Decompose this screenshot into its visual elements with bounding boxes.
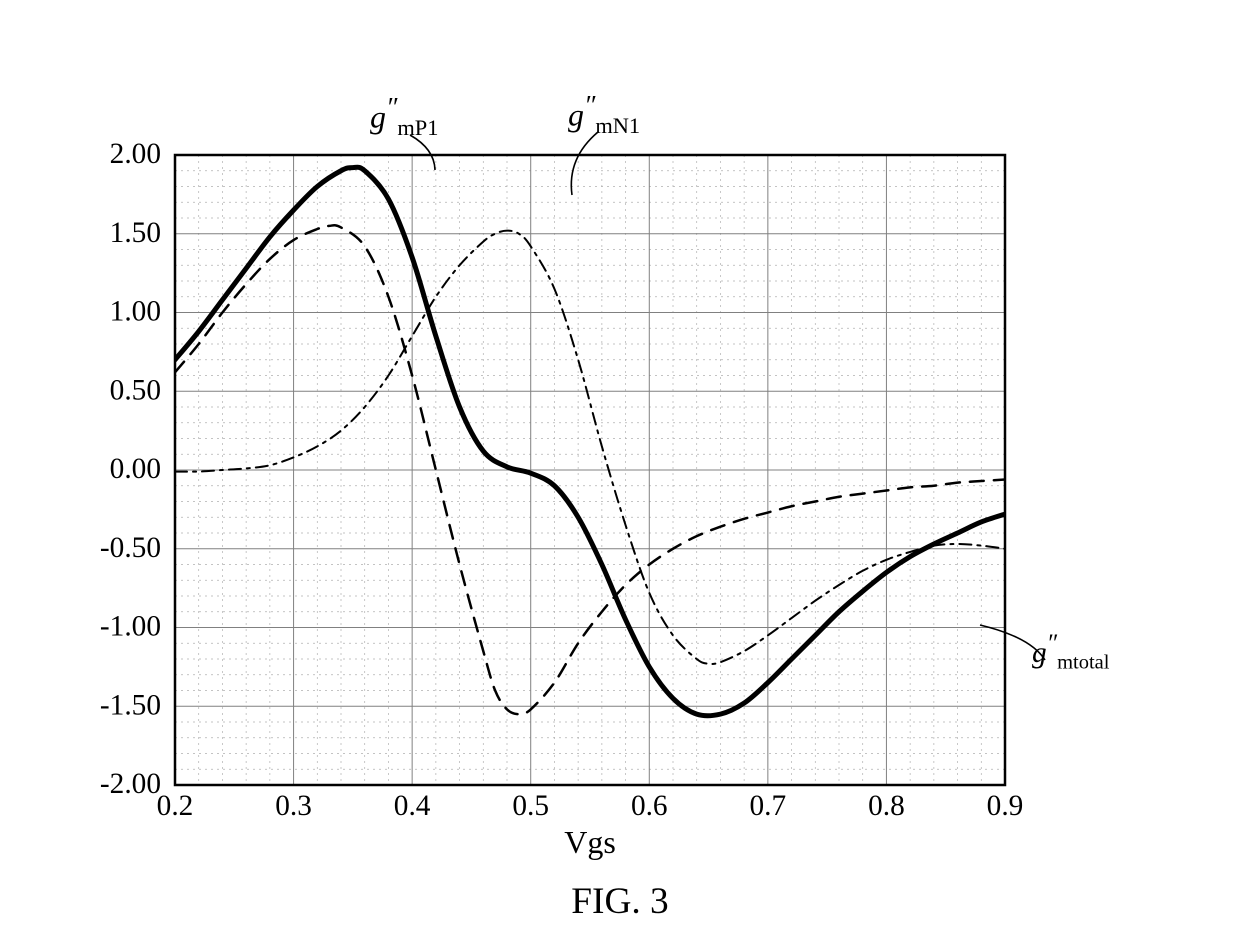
x-tick-label: 0.3	[275, 790, 312, 822]
series-label-primes: ″	[386, 92, 397, 122]
series-label-primes: ″	[584, 90, 595, 120]
y-tick-label: -0.50	[100, 532, 161, 564]
x-tick-label: 0.7	[750, 790, 787, 822]
x-tick-label: 0.9	[987, 790, 1024, 822]
figure-caption: FIG. 3	[0, 880, 1240, 923]
y-tick-label: -2.00	[100, 768, 161, 800]
series-label-base: g	[568, 97, 584, 133]
x-tick-label: 0.4	[394, 790, 431, 822]
y-tick-label: 2.00	[110, 138, 161, 170]
x-tick-label: 0.5	[512, 790, 549, 822]
series-label-gmtotal: g″mtotal	[1032, 630, 1109, 675]
y-tick-label: 1.50	[110, 217, 161, 249]
chart-svg: 0.2 0.3 0.4 0.5 0.6 0.7 0.8 0.9 -2.00 -1.50 -1.00 -…	[0, 0, 1240, 949]
x-tick-label: 0.6	[631, 790, 668, 822]
series-label-primes: ″	[1047, 630, 1057, 657]
y-tick-label: 1.00	[110, 296, 161, 328]
series-label-base: g	[370, 99, 386, 135]
x-axis-label: Vgs	[564, 824, 616, 860]
y-tick-label: -1.00	[100, 611, 161, 643]
series-label-sub: mtotal	[1057, 652, 1109, 674]
chart-container: 0.2 0.3 0.4 0.5 0.6 0.7 0.8 0.9 -2.00 -1.50 -1.00 -…	[0, 0, 1240, 949]
y-tick-label: 0.50	[110, 374, 161, 406]
x-tick-label: 0.8	[868, 790, 905, 822]
x-tick-label: 0.2	[157, 790, 194, 822]
y-tick-label: -1.50	[100, 689, 161, 721]
series-label-base: g	[1032, 637, 1047, 669]
y-tick-label: 0.00	[110, 453, 161, 485]
series-label-gmP1: g″mP1	[370, 92, 438, 141]
series-label-sub: mN1	[595, 113, 640, 138]
series-label-sub: mP1	[397, 115, 438, 140]
series-label-gmN1: g″mN1	[568, 90, 640, 139]
